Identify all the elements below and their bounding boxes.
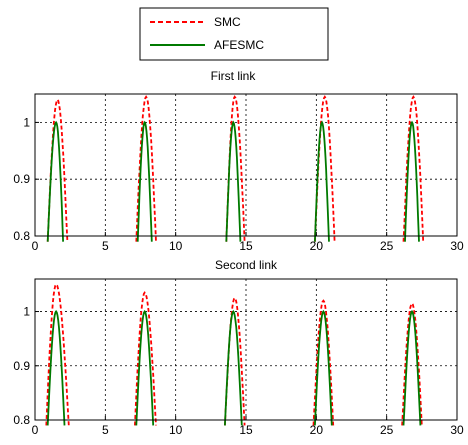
series-line-afesmc [135,309,155,426]
legend-label-smc: SMC [214,15,241,29]
x-tick-label: 25 [380,423,394,437]
grid [35,94,457,236]
y-tick-label: 1 [23,305,30,319]
x-tick-label: 5 [102,423,109,437]
series [45,282,423,426]
panel-first-link: First link 0 5 10 15 20 25 30 0.8 0.9 1 [13,69,464,253]
series-line-smc [45,282,70,426]
series-line-afesmc [46,309,66,426]
x-tick-label: 5 [102,239,109,253]
panel-title: First link [211,69,257,83]
y-tick-label: 0.9 [13,172,30,186]
x-tick-label: 10 [169,239,183,253]
x-tick-label: 20 [310,423,324,437]
series-line-smc [224,296,246,426]
series-line-afesmc [314,309,333,426]
x-tick-label: 30 [450,423,464,437]
series-line-afesmc [225,120,242,242]
ticks: 0 5 10 15 20 25 30 0.8 0.9 1 [13,305,464,437]
series-line-afesmc [314,120,330,242]
x-tick-label: 0 [32,239,39,253]
panel-second-link: Second link 0 5 10 15 20 25 30 0.8 0.9 1 [13,258,464,437]
ticks: 0 5 10 15 20 25 30 0.8 0.9 1 [13,115,464,253]
series-line-afesmc [404,120,420,242]
series [46,95,425,242]
series-line-smc [312,299,335,426]
legend-box [139,7,329,61]
series-line-smc [402,95,425,242]
x-tick-label: 10 [169,423,183,437]
x-tick-label: 20 [310,239,324,253]
series-smc [46,95,425,242]
series-line-smc [401,301,423,426]
panel-title: Second link [215,258,278,272]
legend: SMC AFESMC [139,7,329,61]
series-afesmc [46,120,420,242]
series-smc [45,282,423,426]
y-tick-label: 0.8 [13,229,30,243]
x-tick-label: 30 [450,239,464,253]
x-tick-label: 0 [32,423,39,437]
series-line-afesmc [402,309,422,426]
y-tick-label: 1 [23,115,30,129]
series-line-afesmc [136,120,153,242]
series-line-afesmc [46,120,64,242]
x-tick-label: 15 [239,239,253,253]
x-tick-label: 15 [239,423,253,437]
grid [35,279,457,420]
x-tick-label: 25 [380,239,394,253]
series-line-smc [134,291,157,426]
legend-label-afesmc: AFESMC [214,38,264,52]
series-afesmc [46,309,422,426]
y-tick-label: 0.8 [13,413,30,427]
series-line-afesmc [224,309,243,426]
series-line-smc [135,95,157,242]
y-tick-label: 0.9 [13,359,30,373]
